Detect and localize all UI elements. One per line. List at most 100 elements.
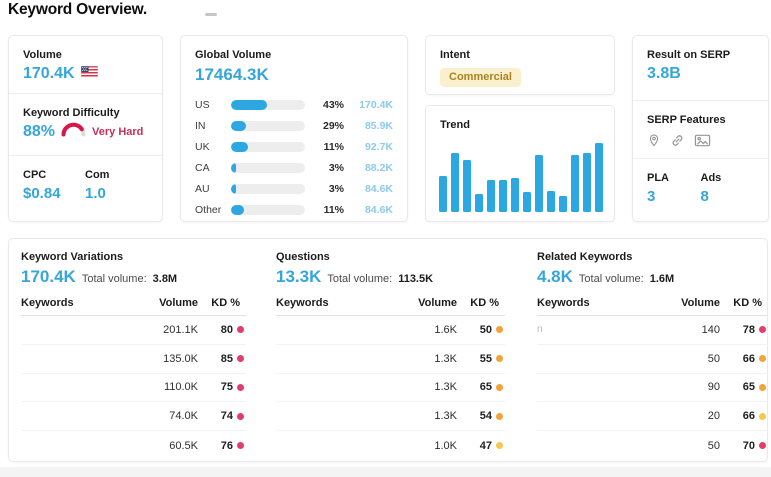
table-row[interactable]: n 140 78 xyxy=(537,316,768,345)
kd-value: 50 xyxy=(479,323,492,336)
table-row[interactable]: 1.3K 65 xyxy=(276,374,505,403)
kd-value: 47 xyxy=(479,439,492,452)
kd-dot xyxy=(759,326,766,334)
kd-cell: 78 xyxy=(720,324,768,336)
com-label: Com xyxy=(85,169,110,181)
kd-cell: 76 xyxy=(198,440,246,452)
kd-value: 66 xyxy=(742,352,755,365)
trend-bar xyxy=(571,155,579,212)
table-row[interactable]: 1.3K 55 xyxy=(276,345,505,374)
ads-value[interactable]: 8 xyxy=(700,188,709,205)
link-icon xyxy=(670,133,685,148)
country-label: AU xyxy=(195,182,210,195)
kd-dot xyxy=(496,355,503,363)
table-row[interactable]: 135.0K 85 xyxy=(21,345,246,374)
volume-value-link[interactable]: 170.4K xyxy=(23,65,75,82)
kd-dot xyxy=(237,326,244,334)
table-title: Keyword Variations xyxy=(21,251,124,263)
country-volume-value: 92.7K xyxy=(364,140,393,153)
volume-cell: 110.0K xyxy=(163,381,198,394)
kd-value: 70 xyxy=(742,439,755,452)
keyword-count-link[interactable]: 4.8K xyxy=(537,267,573,286)
kd-cell: 80 xyxy=(198,324,246,336)
kd-cell: 66 xyxy=(720,353,768,365)
table-row[interactable]: 110.0K 75 xyxy=(21,374,246,403)
volume-section: Volume 170.4K xyxy=(9,36,162,93)
column-header-kd: KD % xyxy=(470,297,499,309)
kd-cell: 47 xyxy=(457,440,505,452)
table-row[interactable]: 74.0K 74 xyxy=(21,402,246,432)
volume-bar-fill xyxy=(231,120,246,131)
trend-bar xyxy=(475,194,483,212)
kd-cell: 75 xyxy=(198,381,246,393)
table-row[interactable]: 60.5K 76 xyxy=(21,431,246,460)
pla-value[interactable]: 3 xyxy=(647,188,656,205)
pla-ads-section: PLA 3 Ads 8 xyxy=(633,158,768,214)
kd-cell: 66 xyxy=(720,410,768,422)
global-volume-card: Global Volume 17464.3K US 43% 170.4K IN 29% 8… xyxy=(180,35,408,222)
us-flag-icon xyxy=(80,65,98,83)
difficulty-section: Keyword Difficulty 88% Very Hard xyxy=(9,93,162,155)
table-row[interactable]: 50 70 xyxy=(537,431,768,460)
country-volume-value: 88.2K xyxy=(364,161,393,174)
volume-cell: 1.6K xyxy=(434,323,457,336)
kd-dot xyxy=(237,383,244,391)
trend-bar xyxy=(595,143,603,212)
kd-value: 78 xyxy=(742,323,755,336)
volume-label: Volume xyxy=(23,49,62,61)
volume-cell: 60.5K xyxy=(169,439,198,452)
table-row[interactable]: 1.0K 47 xyxy=(276,431,505,460)
volume-bar-fill xyxy=(231,99,267,110)
result-on-serp-label: Result on SERP xyxy=(647,49,731,61)
global-volume-row: IN 29% 85.9K xyxy=(195,115,393,136)
kd-cell: 65 xyxy=(720,381,768,393)
kd-dot xyxy=(759,442,766,450)
trend-bar xyxy=(487,180,495,212)
total-volume-value: 3.8M xyxy=(152,273,178,285)
column-header-kd: KD % xyxy=(733,297,762,309)
table-row[interactable]: 90 65 xyxy=(537,374,768,403)
keyword-difficulty-label: Keyword Difficulty xyxy=(23,107,120,119)
volume-cell: 20 xyxy=(707,410,720,423)
table-row[interactable]: 1.6K 50 xyxy=(276,316,505,345)
keyword-count-link[interactable]: 170.4K xyxy=(21,267,76,286)
result-on-serp-value: 3.8B xyxy=(647,65,681,82)
table-row[interactable]: 50 66 xyxy=(537,345,768,374)
trend-card: Trend xyxy=(425,105,615,222)
keyword-variations-table: Keyword Variations 170.4K Total volume: 3.8… xyxy=(21,251,246,460)
trend-bar xyxy=(499,180,507,212)
volume-percent: 11% xyxy=(323,203,344,216)
trend-bar xyxy=(523,191,531,212)
table-title: Questions xyxy=(276,251,330,263)
country-label: US xyxy=(195,98,210,111)
kd-dot xyxy=(237,355,244,363)
cpc-label: CPC xyxy=(23,169,47,181)
trend-bar xyxy=(583,152,591,212)
table-header-row: Keywords Volume KD % xyxy=(537,297,768,316)
volume-cell: 90 xyxy=(707,381,720,394)
global-volume-row: US 43% 170.4K xyxy=(195,94,393,115)
trend-bar xyxy=(559,196,567,212)
country-volume-value: 85.9K xyxy=(364,119,393,132)
global-volume-row: Other 11% 84.6K xyxy=(195,199,393,220)
kd-value: 74 xyxy=(220,410,233,423)
volume-cell: 74.0K xyxy=(169,410,198,423)
keyword-count-link[interactable]: 13.3K xyxy=(276,267,322,286)
table-row[interactable]: 20 66 xyxy=(537,402,768,432)
total-volume-label: Total volume: xyxy=(81,273,147,285)
volume-percent: 3% xyxy=(328,161,344,174)
table-summary: 170.4K Total volume: 3.8M xyxy=(21,267,246,288)
column-header-volume: Volume xyxy=(681,297,720,309)
global-volume-row: AU 3% 84.6K xyxy=(195,178,393,199)
table-header-row: Keywords Volume KD % xyxy=(21,297,246,316)
kd-cell: 85 xyxy=(198,353,246,365)
table-row[interactable]: 201.1K 80 xyxy=(21,316,246,345)
kd-value: 55 xyxy=(479,352,492,365)
country-volume-value: 170.4K xyxy=(359,98,393,111)
table-row[interactable]: 1.3K 54 xyxy=(276,402,505,432)
country-label: Other xyxy=(195,203,222,216)
kd-dot xyxy=(496,326,503,334)
ads-label: Ads xyxy=(700,172,722,184)
volume-cell: 1.3K xyxy=(434,381,457,394)
volume-bar-fill xyxy=(231,183,237,194)
